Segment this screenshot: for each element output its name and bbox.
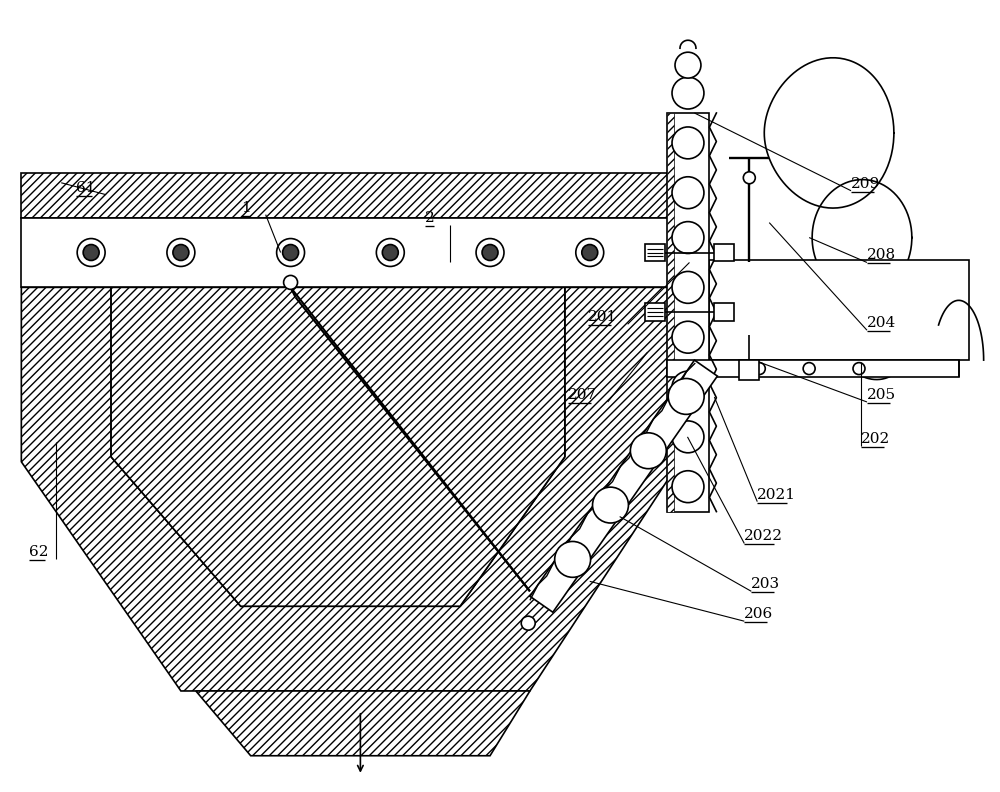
- Circle shape: [382, 245, 398, 261]
- Circle shape: [582, 245, 598, 261]
- Text: 202: 202: [861, 432, 890, 446]
- Text: 2022: 2022: [744, 530, 783, 543]
- Bar: [709, 261, 969, 360]
- Bar: [667, 113, 674, 512]
- Text: 209: 209: [851, 177, 880, 191]
- Text: 1: 1: [241, 200, 250, 215]
- Circle shape: [672, 470, 704, 503]
- Circle shape: [672, 322, 704, 353]
- Text: 204: 204: [867, 316, 896, 330]
- Bar: [645, 243, 665, 261]
- Circle shape: [668, 379, 704, 414]
- Circle shape: [672, 371, 704, 403]
- Polygon shape: [21, 287, 680, 691]
- Circle shape: [753, 363, 765, 375]
- Circle shape: [672, 127, 704, 159]
- Polygon shape: [530, 360, 717, 612]
- Circle shape: [283, 245, 299, 261]
- Circle shape: [672, 177, 704, 208]
- Polygon shape: [111, 287, 565, 606]
- Circle shape: [630, 432, 666, 469]
- Text: 2: 2: [425, 211, 435, 225]
- Circle shape: [482, 245, 498, 261]
- Circle shape: [284, 276, 298, 289]
- Bar: [21, 218, 680, 287]
- Polygon shape: [111, 287, 565, 606]
- Circle shape: [853, 363, 865, 375]
- Circle shape: [83, 245, 99, 261]
- Text: 203: 203: [751, 577, 780, 592]
- Bar: [739, 360, 759, 380]
- Bar: [21, 173, 680, 218]
- Circle shape: [803, 363, 815, 375]
- Circle shape: [672, 421, 704, 453]
- Circle shape: [555, 542, 591, 577]
- Text: 207: 207: [568, 388, 597, 402]
- Circle shape: [593, 487, 628, 523]
- Bar: [645, 303, 665, 322]
- Text: 62: 62: [29, 546, 49, 559]
- Text: 201: 201: [588, 310, 617, 324]
- Circle shape: [672, 272, 704, 303]
- Circle shape: [675, 52, 701, 78]
- Polygon shape: [196, 691, 530, 756]
- Circle shape: [672, 222, 704, 253]
- Circle shape: [672, 77, 704, 109]
- Text: 61: 61: [76, 181, 96, 195]
- Bar: [714, 303, 734, 322]
- Text: 208: 208: [867, 249, 896, 262]
- Text: 206: 206: [744, 607, 774, 621]
- Circle shape: [743, 172, 755, 184]
- Bar: [667, 360, 959, 377]
- Bar: [714, 243, 734, 261]
- Bar: [667, 113, 709, 512]
- Circle shape: [521, 616, 535, 630]
- Text: 205: 205: [867, 388, 896, 402]
- Circle shape: [173, 245, 189, 261]
- Text: 2021: 2021: [757, 488, 796, 501]
